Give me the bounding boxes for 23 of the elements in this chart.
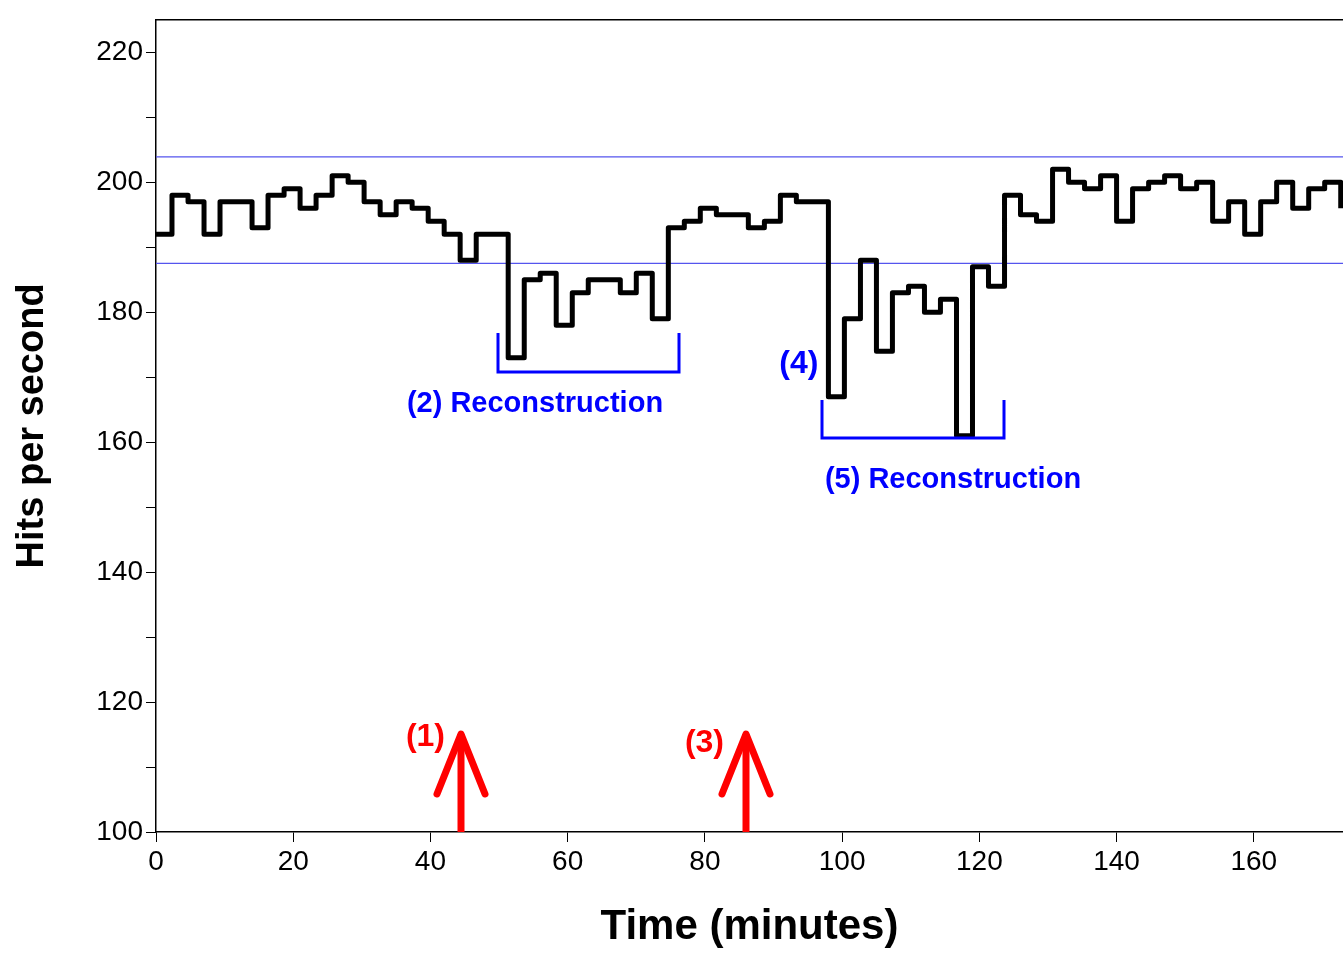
y-tick-label: 160: [96, 424, 143, 456]
x-tick-label: 120: [955, 844, 1003, 876]
annotation: (2) Reconstruction: [406, 385, 664, 420]
annotation: (5) Reconstruction: [824, 461, 1082, 496]
y-axis-title: Hits per second: [9, 283, 52, 569]
x-axis-title: Time (minutes): [600, 901, 899, 949]
x-tick-label: 140: [1093, 844, 1140, 876]
annotation: (4): [779, 344, 819, 381]
x-tick-label: 60: [552, 844, 584, 876]
y-tick-label: 120: [96, 684, 143, 716]
annotation: (3): [684, 722, 724, 760]
y-tick-label: 180: [96, 294, 143, 326]
x-tick-label: 100: [818, 844, 866, 876]
x-tick-label: 80: [689, 844, 721, 876]
y-tick-label: 140: [96, 554, 143, 586]
annotation: (1): [405, 716, 445, 754]
x-tick-label: 160: [1230, 844, 1278, 876]
y-tick-label: 100: [96, 814, 143, 846]
x-tick-label: 20: [277, 844, 309, 876]
x-tick-label: 40: [414, 844, 447, 876]
y-tick-label: 220: [96, 35, 143, 67]
y-tick-label: 200: [96, 164, 143, 196]
x-tick-label: 0: [148, 844, 164, 876]
